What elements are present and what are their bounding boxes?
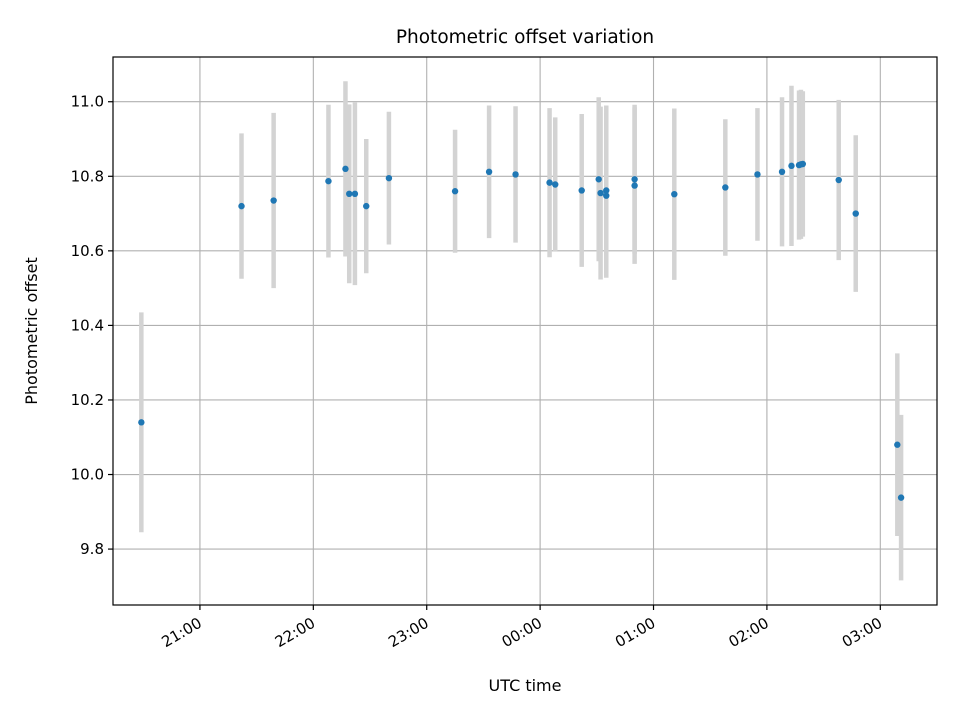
points-layer [138,160,905,501]
data-point [342,165,349,173]
y-tick-label: 9.8 [80,540,104,558]
y-axis-ticks: 9.8 10.0 10.2 10.4 10.6 10.8 11.0 [71,93,113,558]
data-point [363,202,370,210]
y-tick-label: 10.8 [71,167,104,185]
y-tick-label: 11.0 [71,93,104,111]
data-point [603,187,610,194]
data-point [351,190,359,198]
data-point [754,171,761,178]
data-point [546,179,553,186]
data-point [578,187,585,194]
data-point [238,202,245,210]
data-point [270,197,277,204]
data-point [835,176,842,184]
data-point [778,168,786,176]
data-point [722,184,729,191]
data-point [631,182,638,189]
x-axis-label: UTC time [489,676,562,695]
data-point [671,190,678,198]
data-point [799,160,807,168]
data-point [346,190,353,198]
data-point [485,168,493,176]
data-point [325,177,332,185]
y-axis-label: Photometric offset [22,257,41,405]
data-point [595,176,602,183]
data-point [788,162,795,170]
y-tick-label: 10.2 [71,391,104,409]
plot-frame [112,56,938,606]
chart-title: Photometric offset variation [396,27,654,48]
data-point [603,192,610,199]
data-point [138,419,145,426]
data-point [897,494,905,501]
data-point [597,189,604,197]
data-point [552,181,559,188]
data-point [631,176,638,183]
data-point [385,174,393,182]
data-point [852,210,859,217]
data-point [512,171,519,178]
y-tick-label: 10.4 [71,316,104,334]
data-point [451,188,459,195]
y-tick-label: 10.6 [71,242,104,260]
y-tick-label: 10.0 [71,466,104,484]
data-point [894,441,901,448]
